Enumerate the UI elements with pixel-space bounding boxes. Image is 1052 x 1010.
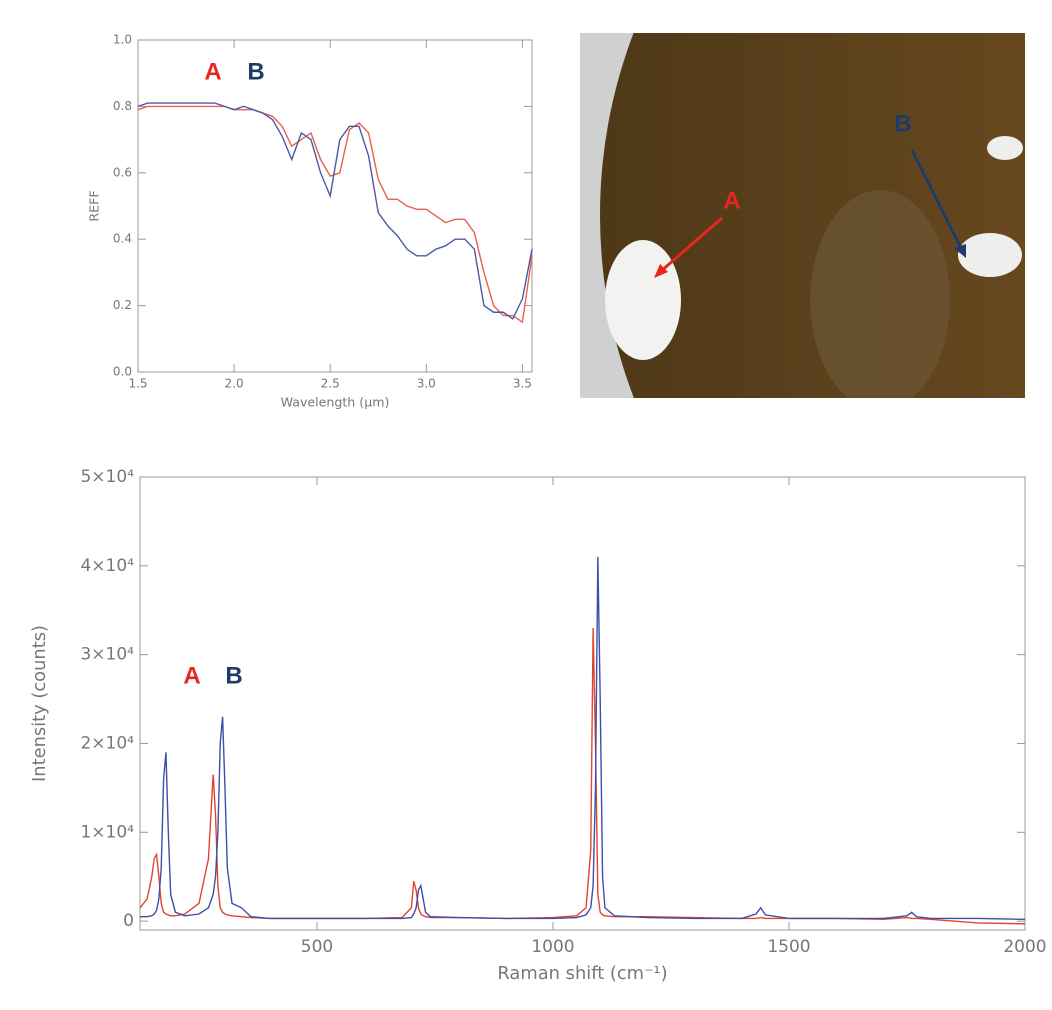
y-tick-label: 0.2: [113, 298, 132, 312]
x-tick-label: 2000: [1003, 937, 1046, 957]
photo: [580, 33, 1025, 398]
white-patch: [987, 136, 1023, 160]
plot-frame: [137, 39, 533, 373]
white-patch-b: [958, 233, 1022, 277]
x-tick-label: 1.5: [128, 377, 147, 391]
y-tick-label: 5×10⁴: [80, 467, 134, 487]
x-tick-label: 2.5: [321, 377, 340, 391]
y-tick-label: 2×10⁴: [80, 733, 134, 753]
y-axis-label: REFF: [87, 190, 102, 221]
dark-region: [810, 190, 950, 398]
arrowhead-b: [954, 244, 966, 258]
x-tick-label: 1000: [531, 937, 574, 957]
annotation: A: [183, 662, 200, 689]
annotation: A: [204, 58, 221, 85]
x-axis-label: Wavelength (µm): [281, 395, 390, 410]
y-axis-label: Intensity (counts): [29, 625, 50, 782]
x-tick-label: 2.0: [225, 377, 244, 391]
y-tick-label: 4×10⁴: [80, 556, 134, 576]
y-tick-label: 1×10⁴: [80, 822, 134, 842]
arrow-a: [659, 216, 723, 274]
series-line: [140, 556, 1026, 921]
annotation: B: [225, 662, 242, 689]
y-tick-label: 0.0: [113, 365, 132, 379]
x-axis-label: Raman shift (cm⁻¹): [497, 963, 667, 984]
series-line: [139, 627, 1026, 925]
photo-label: A: [723, 187, 740, 214]
x-tick-label: 1500: [767, 937, 810, 957]
y-tick-label: 0.4: [113, 232, 132, 246]
series-line: [137, 102, 533, 320]
x-tick-label: 500: [301, 937, 333, 957]
white-patch-a: [605, 240, 681, 360]
y-tick-label: 1.0: [113, 33, 132, 47]
y-tick-label: 0.8: [113, 99, 132, 113]
y-tick-label: 3×10⁴: [80, 645, 134, 665]
annotation: B: [247, 58, 264, 85]
x-tick-label: 3.0: [417, 377, 436, 391]
arrowhead-a: [654, 264, 668, 278]
series-line: [137, 105, 533, 324]
arrow-b: [910, 149, 964, 251]
x-tick-label: 3.5: [513, 377, 532, 391]
photo-label: B: [894, 110, 911, 137]
y-tick-label: 0: [123, 911, 134, 931]
plot-frame: [139, 476, 1026, 931]
y-tick-label: 0.6: [113, 165, 132, 179]
